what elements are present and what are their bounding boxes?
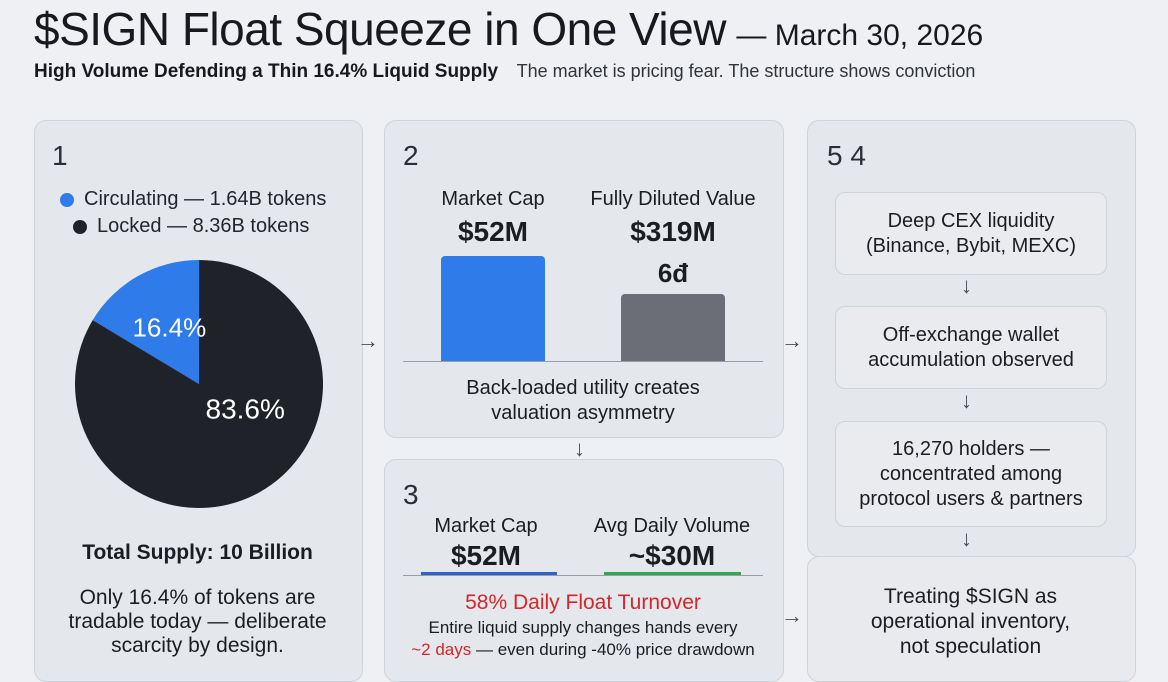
legend-locked: Locked — 8.36B tokens <box>73 215 309 238</box>
panel-number-1: 1 <box>52 140 68 171</box>
flow-step-1-line-2: (Binance, Bybit, MEXC) <box>865 234 1077 257</box>
turnover-note-1: Entire liquid supply changes hands every <box>428 618 738 637</box>
flow-step-2-line-1: Off-exchange wallet <box>882 323 1060 346</box>
panel-number-3: 3 <box>403 479 419 510</box>
turnover-note-rest: — even during -40% price drawdown <box>471 640 755 659</box>
header: $SIGN Float Squeeze in One View — March … <box>34 2 983 56</box>
bar3-baseline <box>403 575 763 576</box>
conclusion-line-3: not speculation <box>899 635 1042 658</box>
valuation-caption-line-2: valuation asymmetry <box>491 402 675 424</box>
subheader: High Volume Defending a Thin 16.4% Liqui… <box>34 61 975 83</box>
turnover-note-2: ~2 days — even during -40% price drawdow… <box>384 640 782 660</box>
bar2-baseline <box>403 361 763 362</box>
bar-market-cap <box>441 256 545 361</box>
bar3-cat-1: Avg Daily Volume <box>593 515 751 537</box>
underline-market-cap <box>421 572 557 575</box>
valuation-caption: Back-loaded utility creates valuation as… <box>384 376 782 426</box>
bar2-value-0: $52M <box>457 216 529 247</box>
legend-swatch-locked <box>73 219 87 234</box>
flow-step-holders: 16,270 holders — concentrated among protoc… <box>835 421 1107 527</box>
pie-label-locked: 83.6% <box>206 393 285 424</box>
underline-avg-volume <box>604 572 741 575</box>
arrow-2-to-4: → <box>781 328 803 353</box>
supply-note-line-3: scarcity by design. <box>111 634 284 657</box>
subtitle: High Volume Defending a Thin 16.4% Liqui… <box>34 61 499 82</box>
page-title: $SIGN Float Squeeze in One View <box>34 3 726 55</box>
legend-circulating: Circulating — 1.64B tokens <box>60 188 326 211</box>
pie-label-circulating: 16.4% <box>132 312 206 342</box>
conclusion-line-1: Treating $SIGN as <box>883 585 1058 608</box>
conclusion-text: Treating $SIGN as operational inventory,… <box>807 584 1134 659</box>
bar3-value-1: ~$30M <box>628 540 716 571</box>
bar2-cat-1: Fully Diluted Value <box>590 188 756 210</box>
pie-slice-circulating <box>92 260 200 384</box>
arrow-2-to-3: ↓ <box>574 436 585 461</box>
supply-note-line-2: tradable today — deliberate <box>68 610 327 633</box>
flow-step-3-line-1: 16,270 holders — <box>892 437 1050 460</box>
flow-step-3-line-3: protocol users & partners <box>859 487 1083 510</box>
conclusion-line-2: operational inventory, <box>870 610 1071 633</box>
flow-step-accumulation: Off-exchange wallet accumulation observed <box>835 306 1107 389</box>
bar2-value-1: $319M <box>630 216 716 247</box>
flow-step-2-line-2: accumulation observed <box>868 348 1074 371</box>
pie-chart: 16.4% 83.6% <box>75 260 323 508</box>
total-supply: Total Supply: 10 Billion <box>82 541 313 564</box>
bar2-annotation: 6đ <box>657 258 689 288</box>
panel-valuation <box>384 120 784 438</box>
page-date: — March 30, 2026 <box>736 19 984 52</box>
bar3-cat-0: Market Cap <box>434 515 538 537</box>
arrow-3-to-4: → <box>781 603 803 628</box>
legend-label-circulating: Circulating — 1.64B tokens <box>84 188 327 210</box>
flow-step-3-line-2: concentrated among <box>879 462 1063 485</box>
turnover-note-days: ~2 days <box>411 640 472 659</box>
bar3-value-0: $52M <box>450 540 522 571</box>
legend-label-locked: Locked — 8.36B tokens <box>97 215 310 237</box>
panel-turnover <box>384 459 784 682</box>
bar-fully-diluted <box>621 294 725 361</box>
pie-slice-locked <box>75 260 323 508</box>
tagline: The market is pricing fear. The structur… <box>516 61 976 81</box>
arrow-1-to-2: → <box>357 328 379 353</box>
turnover-headline: 58% Daily Float Turnover <box>465 591 701 614</box>
legend-swatch-circulating <box>60 192 74 207</box>
flow-arrow-1: ↓ <box>961 273 972 298</box>
supply-note: Only 16.4% of tokens are tradable today … <box>34 586 361 658</box>
panel-number-4: 5 4 <box>827 140 866 171</box>
flow-step-1-line-1: Deep CEX liquidity <box>887 209 1055 232</box>
flow-step-cex-liquidity: Deep CEX liquidity (Binance, Bybit, MEXC) <box>835 192 1107 275</box>
flow-arrow-2: ↓ <box>961 388 972 413</box>
flow-arrow-3: ↓ <box>961 526 972 551</box>
supply-note-line-1: Only 16.4% of tokens are <box>79 586 316 609</box>
valuation-caption-line-1: Back-loaded utility creates <box>466 377 700 399</box>
panel-number-2: 2 <box>403 140 419 171</box>
bar2-cat-0: Market Cap <box>441 188 545 210</box>
